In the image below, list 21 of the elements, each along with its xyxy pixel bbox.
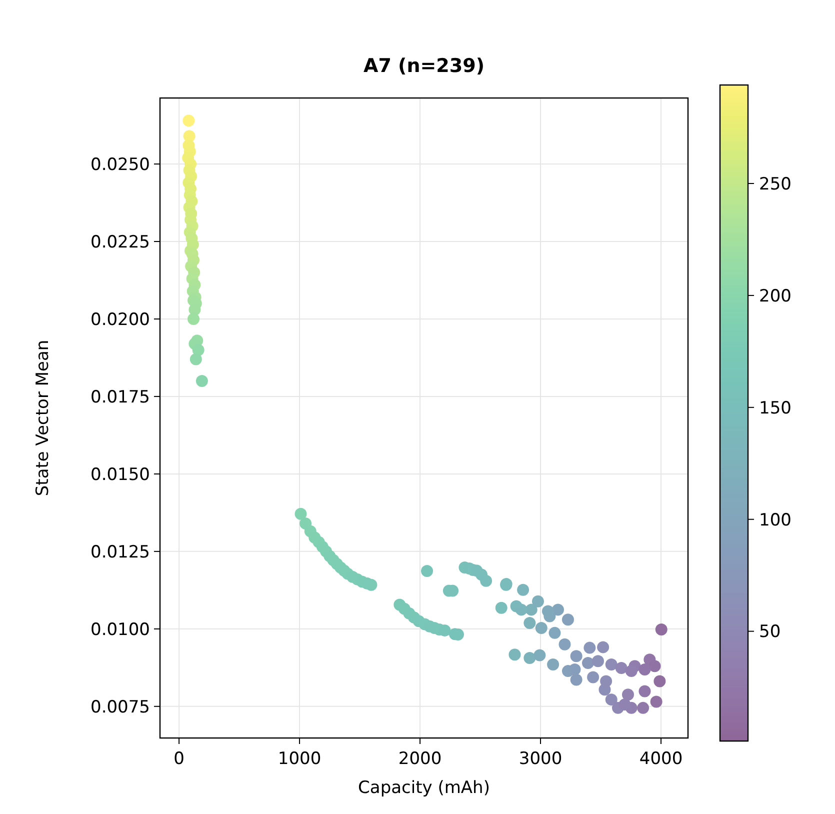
y-tick-label: 0.0200 [90,310,150,330]
y-tick-label: 0.0125 [90,542,150,562]
y-axis-title: State Vector Mean [33,340,53,496]
y-tick-label: 0.0100 [90,620,150,640]
color-bar-label: 200 [759,286,792,306]
color-bar-label: 100 [759,510,792,530]
x-tick-label: 3000 [518,749,562,769]
color-bar-label: 50 [759,622,781,642]
y-tick-label: 0.0175 [90,387,150,408]
chart-title: A7 (n=239) [363,55,485,77]
y-tick-label: 0.0225 [90,232,150,252]
x-tick-label: 0 [174,749,184,769]
x-tick-label: 2000 [398,749,442,769]
x-tick-label: 1000 [278,749,322,769]
y-tick-label: 0.0250 [90,154,150,175]
color-bar-label: 250 [759,174,792,194]
x-tick-label: 4000 [639,749,683,769]
y-tick-label: 0.0150 [90,464,150,485]
x-axis-title: Capacity (mAh) [358,778,490,798]
color-bar-label: 150 [759,398,792,418]
y-tick-label: 0.0075 [90,697,150,718]
